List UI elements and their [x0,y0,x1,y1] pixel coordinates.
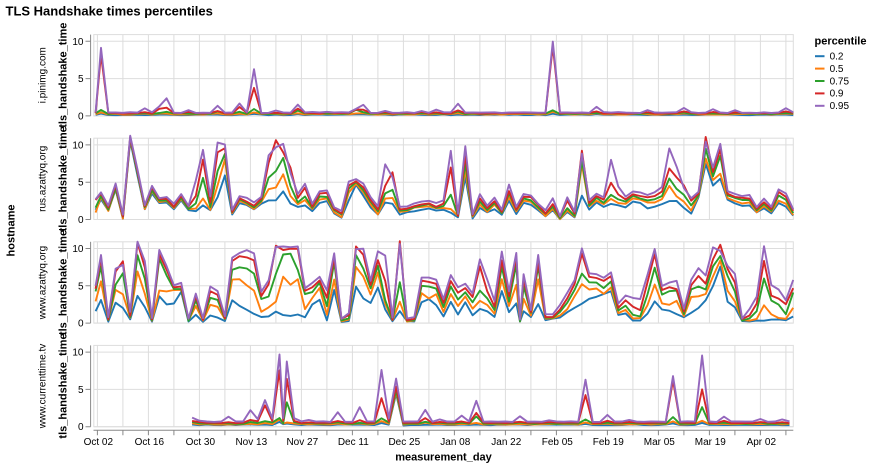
svg-text:Mar 05: Mar 05 [644,437,676,448]
svg-text:TLS Handshake times percentile: TLS Handshake times percentiles [6,4,213,19]
svg-text:hostname: hostname [5,205,17,257]
svg-text:0: 0 [78,111,84,122]
svg-text:Mar 19: Mar 19 [695,437,727,448]
svg-text:Oct 16: Oct 16 [135,437,165,448]
svg-text:0.75: 0.75 [830,76,850,87]
svg-text:Feb 19: Feb 19 [593,437,625,448]
svg-text:Feb 05: Feb 05 [542,437,574,448]
svg-text:Dec 11: Dec 11 [338,437,369,448]
svg-text:www.azattyq.org: www.azattyq.org [38,246,49,320]
svg-text:0: 0 [78,319,84,330]
svg-text:Jan 08: Jan 08 [440,437,470,448]
svg-text:rus.azattyq.org: rus.azattyq.org [38,146,49,212]
svg-text:10: 10 [72,140,84,151]
svg-text:5: 5 [78,178,84,189]
svg-text:Apr 02: Apr 02 [747,437,777,448]
svg-text:10: 10 [72,244,84,255]
svg-text:0: 0 [78,422,84,433]
svg-text:10: 10 [72,37,84,48]
svg-text:measurement_day: measurement_day [395,452,492,464]
svg-text:5: 5 [78,281,84,292]
svg-text:percentile: percentile [815,36,867,48]
svg-text:0.9: 0.9 [830,89,844,100]
svg-text:0.95: 0.95 [830,101,850,112]
svg-text:tls_handshake_time: tls_handshake_time [58,230,70,335]
svg-text:Oct 02: Oct 02 [84,437,114,448]
svg-text:5: 5 [78,74,84,85]
svg-text:Nov 27: Nov 27 [286,437,318,448]
svg-text:Dec 25: Dec 25 [388,437,420,448]
svg-text:tls_handshake_time: tls_handshake_time [58,23,70,128]
svg-text:www.currenttime.tv: www.currenttime.tv [38,344,49,429]
svg-text:0.5: 0.5 [830,64,844,75]
svg-text:tls_handshake_time: tls_handshake_time [58,333,70,438]
svg-text:0.2: 0.2 [830,52,844,63]
svg-text:Oct 30: Oct 30 [186,437,216,448]
svg-text:10: 10 [72,348,84,359]
svg-text:Nov 13: Nov 13 [235,437,267,448]
svg-text:Jan 22: Jan 22 [491,437,521,448]
svg-text:tls_handshake_time: tls_handshake_time [58,126,70,231]
svg-text:0: 0 [78,215,84,226]
svg-text:i.pinimg.com: i.pinimg.com [38,47,49,103]
svg-text:5: 5 [78,385,84,396]
